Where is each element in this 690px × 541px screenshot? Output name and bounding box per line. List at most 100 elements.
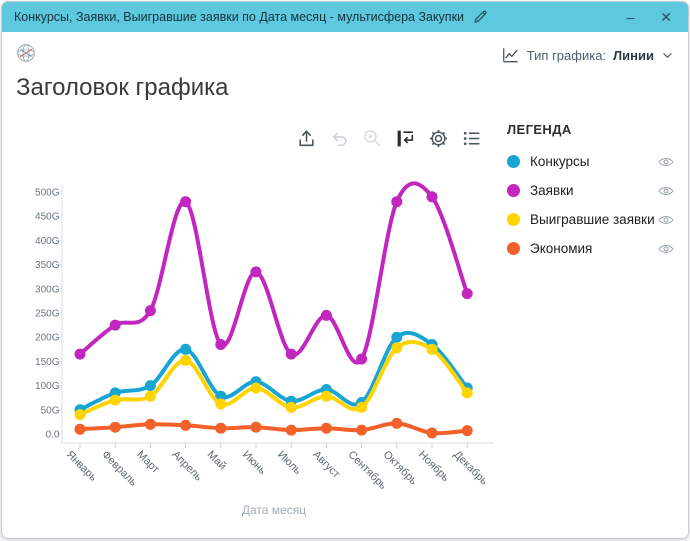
axis-settings-button[interactable] xyxy=(393,126,417,150)
x-axis-title: Дата месяц xyxy=(242,503,306,517)
chart-canvas: 0.0 50G 100G 150G 200G 250G 300G 350G 400G 450G 50… xyxy=(35,181,494,517)
chart-type-selector[interactable]: Тип графика: Линии xyxy=(501,46,674,64)
series-color-dot xyxy=(507,242,520,255)
legend-item-label: Выигравшие заявки xyxy=(530,212,655,227)
data-point xyxy=(215,339,227,350)
legend-item-konkursy[interactable]: Конкурсы xyxy=(507,147,676,176)
y-axis-tick-label: 300G xyxy=(35,284,60,295)
minimize-button[interactable]: – xyxy=(626,9,635,25)
x-axis-tick-label: Январь xyxy=(64,449,99,484)
y-axis-tick-label: 400G xyxy=(35,236,60,247)
chart-type-label: Тип графика: xyxy=(526,47,607,63)
series-color-dot xyxy=(507,184,520,197)
legend-list-button[interactable] xyxy=(459,126,483,150)
eye-icon xyxy=(658,157,674,166)
data-point xyxy=(391,196,403,208)
legend-visibility-toggle[interactable] xyxy=(656,241,676,257)
legend-items: Конкурсы Заявки xyxy=(507,147,676,263)
data-point xyxy=(180,343,192,355)
window-title: Конкурсы, Заявки, Выигравшие заявки по Д… xyxy=(14,10,465,24)
data-point xyxy=(215,398,227,410)
zoom-button xyxy=(360,126,384,150)
legend-visibility-toggle[interactable] xyxy=(656,183,676,199)
edit-title-button[interactable] xyxy=(472,9,488,25)
x-axis-tick-label: Август xyxy=(310,449,342,481)
x-axis-tick-label: Май xyxy=(205,449,229,473)
export-button[interactable] xyxy=(294,126,318,150)
legend-visibility-toggle[interactable] xyxy=(656,212,676,228)
data-point xyxy=(144,305,156,317)
y-axis-tick-label: 350G xyxy=(35,260,60,271)
data-point xyxy=(356,424,368,436)
data-point xyxy=(250,266,262,278)
data-point xyxy=(391,417,403,429)
data-point xyxy=(144,380,156,392)
chart-type-value: Линии xyxy=(613,47,654,63)
y-axis-tick-label: 100G xyxy=(35,381,60,392)
y-axis-tick-label: 150G xyxy=(35,357,60,368)
data-point xyxy=(426,191,438,203)
data-point xyxy=(426,427,438,439)
data-point xyxy=(180,196,192,208)
gear-icon xyxy=(429,129,447,147)
legend-panel: ЛЕГЕНДА Конкурсы Заявки xyxy=(507,122,676,263)
data-point xyxy=(215,390,227,402)
eye-icon xyxy=(658,244,674,253)
data-point xyxy=(144,418,156,430)
data-point xyxy=(215,422,227,434)
data-point xyxy=(320,390,332,402)
y-axis-tick-label: 0.0 xyxy=(46,430,60,441)
legend-item-ekonomiya[interactable]: Экономия xyxy=(507,234,676,263)
x-axis-tick-label: Июнь xyxy=(240,449,268,477)
data-point xyxy=(320,309,332,321)
data-point xyxy=(250,382,262,394)
data-point xyxy=(74,348,86,360)
x-axis-tick-label: Декабрь xyxy=(451,449,490,488)
x-axis-tick-label: Июль xyxy=(275,449,304,478)
data-point xyxy=(461,425,473,437)
data-point xyxy=(74,409,86,421)
x-axis-tick-label: Март xyxy=(134,449,161,476)
settings-button[interactable] xyxy=(426,126,450,150)
eye-icon xyxy=(658,186,674,195)
legend-item-zayavki[interactable]: Заявки xyxy=(507,176,676,205)
legend-visibility-toggle[interactable] xyxy=(656,154,676,170)
window-controls: – ✕ xyxy=(622,8,676,26)
legend-item-label: Конкурсы xyxy=(530,154,590,169)
series-Выигравшие заявки xyxy=(74,340,473,421)
legend-item-label: Экономия xyxy=(530,241,593,256)
y-axis-tick-label: 450G xyxy=(35,212,60,223)
axis-swap-icon xyxy=(397,130,413,146)
data-point xyxy=(74,423,86,435)
chart-toolbar xyxy=(294,126,483,150)
x-axis-tick-label: Февраль xyxy=(99,449,139,489)
data-point xyxy=(426,343,438,355)
data-point xyxy=(180,354,192,366)
page-title: Заголовок графика xyxy=(16,74,229,101)
pencil-icon xyxy=(474,10,487,23)
data-point xyxy=(180,419,192,431)
data-point xyxy=(391,331,403,343)
data-point xyxy=(285,348,297,360)
data-point xyxy=(109,421,121,433)
data-point xyxy=(461,387,473,399)
series-Заявки xyxy=(74,181,473,365)
data-point xyxy=(356,353,368,365)
export-icon xyxy=(298,130,314,146)
list-icon xyxy=(463,131,479,145)
series-Экономия xyxy=(74,417,473,439)
y-axis-tick-label: 250G xyxy=(35,309,60,320)
close-button[interactable]: ✕ xyxy=(660,9,672,25)
line-chart[interactable]: 0.0 50G 100G 150G 200G 250G 300G 350G 400G 450G 50… xyxy=(22,165,512,538)
data-point xyxy=(391,342,403,354)
legend-heading: ЛЕГЕНДА xyxy=(507,122,572,137)
data-point xyxy=(320,422,332,434)
data-point xyxy=(250,421,262,433)
data-point xyxy=(285,424,297,436)
legend-item-vyigravshie[interactable]: Выигравшие заявки xyxy=(507,205,676,234)
undo-button xyxy=(327,126,351,150)
y-axis-tick-label: 200G xyxy=(35,333,60,344)
legend-item-label: Заявки xyxy=(530,183,574,198)
line-chart-icon xyxy=(502,48,518,63)
